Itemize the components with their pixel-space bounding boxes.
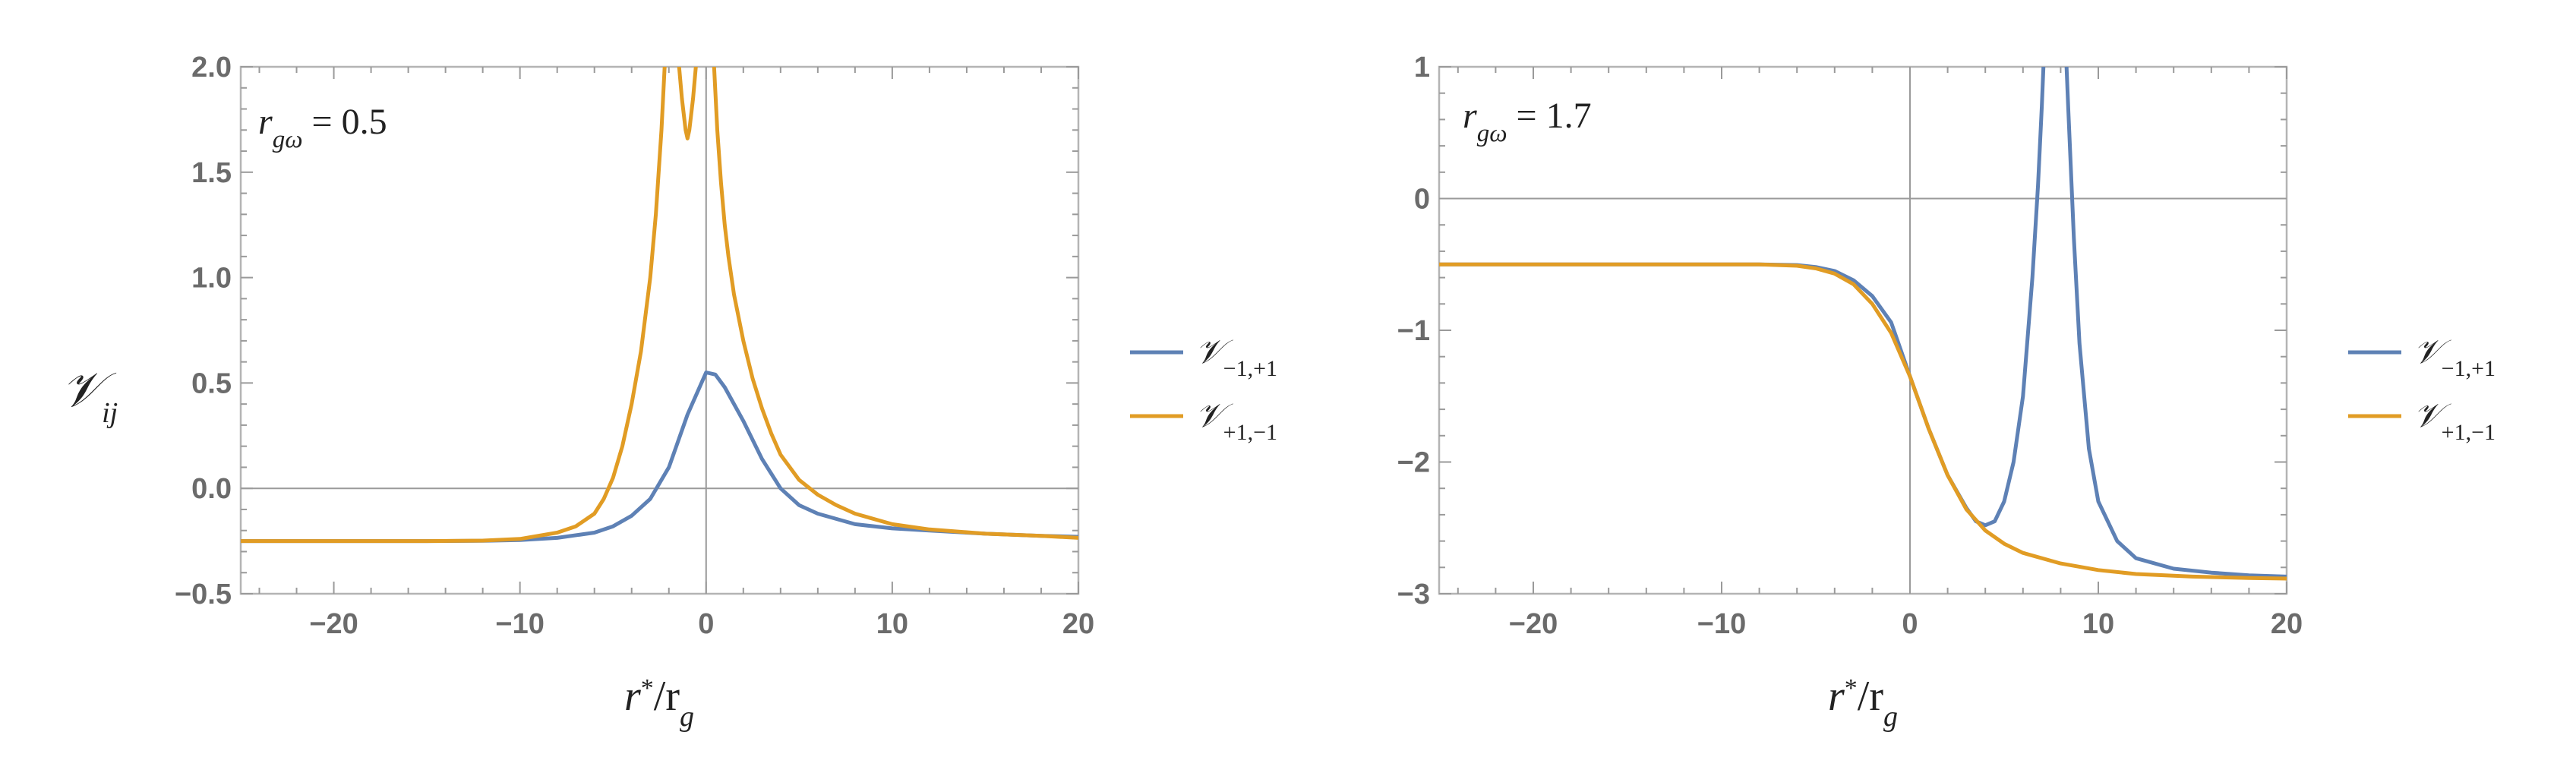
plot-frame [239,65,1080,595]
left-chart-panel: −20 −10 0 10 20 −0.5 0.0 0.5 1.0 1.5 2.0 rgω = 0.5 𝒱… [62,52,1277,733]
y-tick-label: −0.5 [175,579,232,610]
series-line-plus1-minus1 [241,67,1078,544]
legend-entry-label: 𝒱+1,−1 [2413,396,2496,445]
series-line-plus1-minus1 [1439,262,2287,581]
y-tick-label: 1.5 [191,157,232,189]
x-tick-label: 0 [698,608,714,640]
y-tick-label: −2 [1397,447,1430,479]
y-tick-label: −1 [1397,315,1430,347]
x-tick-label: 10 [2082,608,2114,640]
x-tick-label: 0 [1902,608,1918,640]
x-tick-label: 20 [2271,608,2303,640]
x-tick-label: 10 [876,608,908,640]
legend-entry-label: 𝒱−1,+1 [2413,333,2496,381]
x-tick-label: −20 [1509,608,1558,640]
series-line-minus1-plus1 [241,371,1078,544]
y-tick-label: 1.0 [191,263,232,295]
y-tick-label: 1 [1414,52,1430,84]
x-axis-label: r*/rg [1828,673,1898,733]
x-tick-label: −10 [495,608,544,640]
annotation-label: rgω = 0.5 [258,102,387,153]
legend-entry-label: 𝒱−1,+1 [1195,333,1277,381]
legend: 𝒱−1,+1 𝒱+1,−1 [2348,333,2496,445]
x-tick-label: −20 [309,608,358,640]
plot-frame [1438,65,2288,595]
y-tick-label: 0.5 [191,367,232,399]
y-tick-label: −3 [1397,579,1430,610]
y-axis-label: 𝒱ij [62,362,118,429]
annotation-label: rgω = 1.7 [1463,96,1592,147]
y-tick-label: 0.0 [191,473,232,505]
legend-entry-label: 𝒱+1,−1 [1195,396,1277,445]
series-line-minus1-plus1 [1439,67,2287,579]
y-tick-label: 0 [1414,184,1430,216]
legend: 𝒱−1,+1 𝒱+1,−1 [1130,333,1277,445]
y-tick-label: 2.0 [191,52,232,84]
x-axis-label: r*/rg [624,673,694,733]
x-tick-label: −10 [1697,608,1746,640]
x-tick-label: 20 [1062,608,1094,640]
